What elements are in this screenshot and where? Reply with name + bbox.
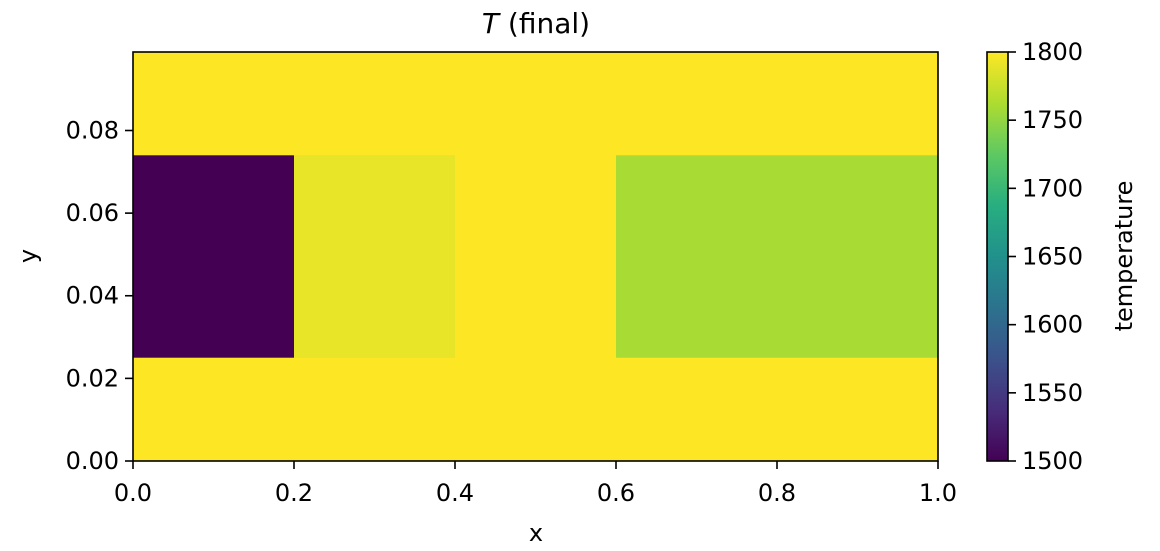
x-axis: 0.0 0.2 0.4 0.6 0.8 1.0 xyxy=(114,461,957,507)
colorbar-tick-label: 1700 xyxy=(1022,174,1083,202)
y-tick-label: 0.00 xyxy=(66,447,119,475)
colorbar: 1500 1550 1600 1650 1700 1750 1800 temperature xyxy=(986,38,1138,475)
y-tick-label: 0.02 xyxy=(66,364,119,392)
colorbar-tick-label: 1800 xyxy=(1022,38,1083,66)
y-axis: 0.00 0.02 0.04 0.06 0.08 xyxy=(66,116,133,475)
x-tick-label: 0.8 xyxy=(758,479,796,507)
y-tick-label: 0.06 xyxy=(66,199,119,227)
y-axis-label: y xyxy=(14,249,42,263)
colorbar-gradient xyxy=(986,51,1009,462)
y-tick-label: 0.04 xyxy=(66,282,119,310)
x-tick-label: 0.4 xyxy=(436,479,474,507)
x-axis-label: x xyxy=(529,519,543,547)
colorbar-tick-label: 1650 xyxy=(1022,243,1083,271)
heatmap-cell-2 xyxy=(455,155,616,358)
colorbar-tick-label: 1550 xyxy=(1022,379,1083,407)
colorbar-tick-label: 1750 xyxy=(1022,106,1083,134)
colorbar-label: temperature xyxy=(1110,181,1138,332)
x-tick-label: 1.0 xyxy=(919,479,957,507)
plot-frame xyxy=(132,51,939,462)
y-tick-label: 0.08 xyxy=(66,116,119,144)
colorbar-tick-label: 1600 xyxy=(1022,311,1083,339)
heatmap-cell-0 xyxy=(133,155,294,358)
heatmap-cell-3 xyxy=(616,155,938,358)
heatmap-cell-1 xyxy=(294,155,455,358)
x-tick-label: 0.2 xyxy=(275,479,313,507)
x-tick-label: 0.6 xyxy=(597,479,635,507)
plot-area xyxy=(132,51,939,462)
colorbar-ticks: 1500 1550 1600 1650 1700 1750 1800 xyxy=(1008,38,1083,475)
colorbar-tick-label: 1500 xyxy=(1022,447,1083,475)
chart-title: T (final) xyxy=(482,7,590,40)
x-tick-label: 0.0 xyxy=(114,479,152,507)
